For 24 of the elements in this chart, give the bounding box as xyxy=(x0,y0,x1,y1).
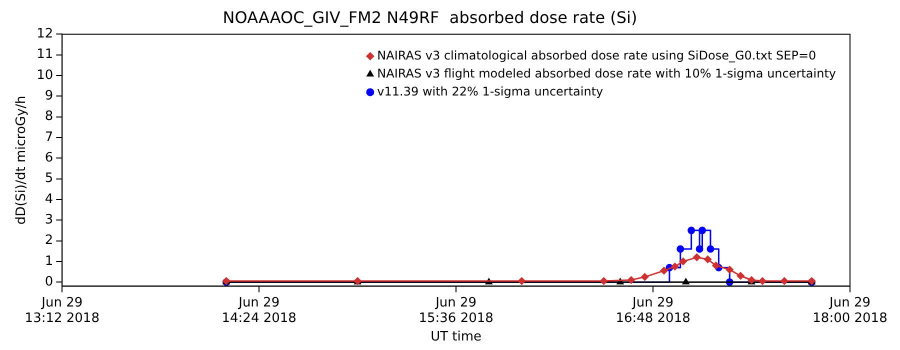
chart-title: NOAAAOC_GIV_FM2 N49RF absorbed dose rate (Si) xyxy=(222,8,638,27)
y-tick-label: 4 xyxy=(44,192,54,207)
y-tick-label: 6 xyxy=(44,150,54,166)
x-tick-label: Jun 29 16:48 2018 xyxy=(616,295,690,326)
x-tick-label: Jun 29 18:00 2018 xyxy=(812,295,888,326)
legend-label: NAIRAS v3 flight modeled absorbed dose rate with 10% 1-sigma uncertainty xyxy=(377,66,836,80)
y-tick-label: 5 xyxy=(44,171,54,186)
legend-label: NAIRAS v3 climatological absorbed dose rate using SiDose_G0.txt SEP=0 xyxy=(377,48,816,62)
y-tick-label: 11 xyxy=(36,47,54,62)
x-tick-label: Jun 29 14:24 2018 xyxy=(222,295,296,326)
y-tick-label: 0 xyxy=(44,274,54,290)
y-tick-label: 9 xyxy=(44,88,54,104)
y-tick-label: 10 xyxy=(36,68,54,83)
y-tick-label: 8 xyxy=(44,109,54,124)
y-tick-label: 12 xyxy=(36,26,54,42)
y-tick-label: 7 xyxy=(44,130,54,145)
legend-label: v11.39 with 22% 1-sigma uncertainty xyxy=(377,84,604,98)
y-tick-label: 3 xyxy=(44,212,54,228)
x-tick-label: Jun 29 13:12 2018 xyxy=(24,295,100,326)
x-axis-title: UT time xyxy=(430,330,482,345)
y-tick-label: 1 xyxy=(44,254,54,269)
y-axis-title: dD(Si)/dt microGy/h xyxy=(14,96,30,225)
y-tick-label: 2 xyxy=(44,233,54,248)
x-tick-label: Jun 29 15:36 2018 xyxy=(418,295,494,326)
